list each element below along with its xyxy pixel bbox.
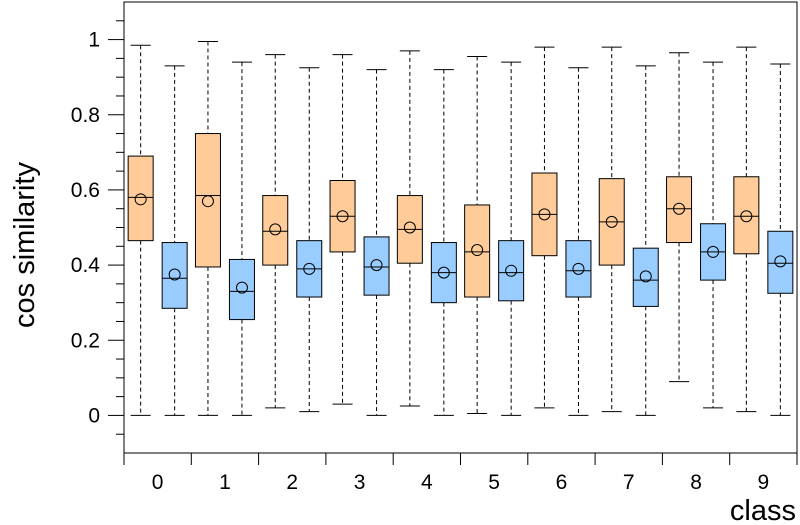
box-body <box>228 258 255 321</box>
mean-marker <box>134 193 147 206</box>
box-body <box>498 240 525 302</box>
box-item <box>161 65 188 416</box>
box-item <box>666 52 693 383</box>
mean-marker <box>707 245 720 258</box>
box-item <box>396 50 423 407</box>
y-axis: 0 0.2 0.4 0.6 0.8 1 <box>71 20 124 435</box>
x-axis: 0 1 2 3 4 5 6 7 8 9 <box>123 453 798 494</box>
box-item <box>329 54 356 405</box>
mean-marker <box>201 195 214 208</box>
box-item <box>531 46 558 409</box>
x-tick-label: 1 <box>219 471 231 494</box>
mean-marker <box>336 210 349 223</box>
x-tick-label: 3 <box>354 471 366 494</box>
box-body <box>363 236 390 296</box>
box-body <box>565 240 592 298</box>
mean-marker <box>370 259 383 272</box>
box-item <box>767 63 794 416</box>
mean-marker <box>673 202 686 215</box>
mean-marker <box>403 221 416 234</box>
mean-marker <box>605 215 618 228</box>
mean-marker <box>303 262 316 275</box>
mean-marker <box>269 223 282 236</box>
y-tick-label: 0 <box>88 404 100 427</box>
box-item <box>700 61 727 409</box>
y-tick-label: 0.4 <box>71 254 101 277</box>
box-body <box>767 230 794 294</box>
box-item <box>430 69 457 416</box>
box-item <box>464 55 491 415</box>
box-series <box>127 40 794 416</box>
box-item <box>262 54 289 409</box>
mean-marker <box>572 262 585 275</box>
x-axis-title: class <box>730 495 796 525</box>
mean-marker <box>505 264 518 277</box>
x-tick-label: 0 <box>152 471 164 494</box>
mean-marker <box>639 270 652 283</box>
mean-marker <box>538 208 551 221</box>
mean-marker <box>774 255 787 268</box>
box-body <box>464 204 491 298</box>
x-tick-label: 2 <box>286 471 298 494</box>
mean-marker <box>740 210 753 223</box>
box-item <box>498 61 525 416</box>
x-tick-label: 9 <box>758 471 770 494</box>
box-item <box>363 69 390 416</box>
box-body <box>262 195 289 266</box>
y-tick-label: 0.2 <box>71 329 100 352</box>
box-body <box>127 155 154 242</box>
box-item <box>632 65 659 416</box>
x-tick-label: 5 <box>488 471 500 494</box>
plot-border <box>123 1 798 454</box>
mean-marker <box>471 244 484 257</box>
y-tick-label: 0.8 <box>71 104 100 127</box>
box-item <box>296 67 323 413</box>
box-body <box>666 176 693 244</box>
y-tick-label: 1 <box>88 29 100 52</box>
box-item <box>733 46 760 413</box>
box-item <box>127 44 154 416</box>
plot-frame <box>123 1 798 454</box>
box-body <box>194 133 221 268</box>
box-item <box>565 67 592 416</box>
box-item <box>228 61 255 416</box>
x-tick-label: 6 <box>556 471 568 494</box>
x-tick-label: 8 <box>690 471 702 494</box>
box-body <box>161 242 188 309</box>
mean-marker <box>168 268 181 281</box>
box-body <box>733 176 760 255</box>
y-tick-label: 0.6 <box>71 179 100 202</box>
box-body <box>632 247 659 307</box>
box-item <box>194 40 221 416</box>
box-item <box>598 46 625 413</box>
mean-marker <box>235 281 248 294</box>
mean-marker <box>437 266 450 279</box>
x-tick-label: 4 <box>421 471 433 494</box>
x-tick-label: 7 <box>623 471 635 494</box>
y-axis-title: cos similarity <box>9 162 41 328</box>
